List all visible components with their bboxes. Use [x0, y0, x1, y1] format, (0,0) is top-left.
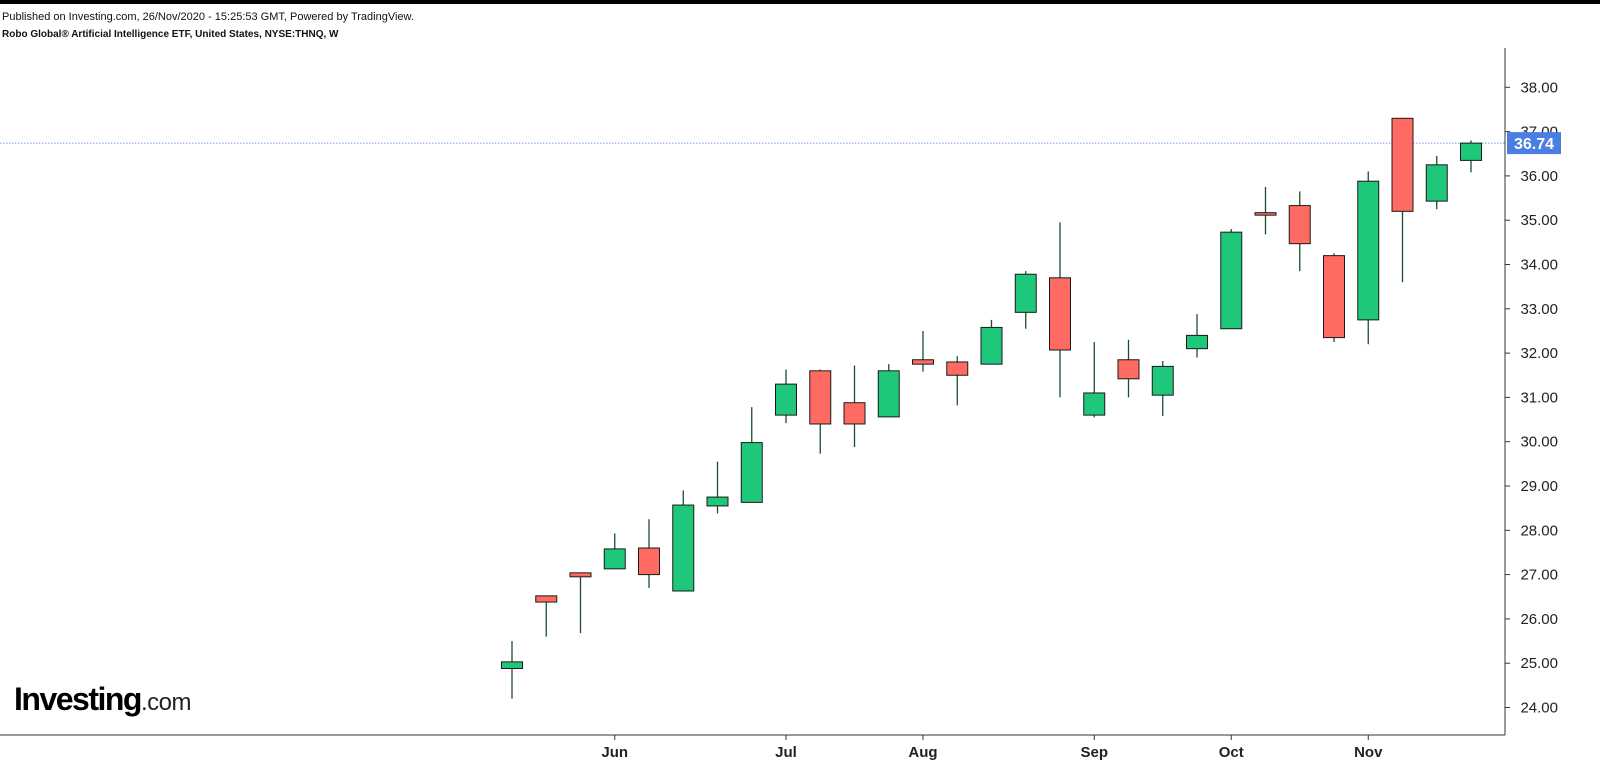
candle-body [1425, 164, 1448, 202]
candle-body [1014, 273, 1037, 313]
candle-body [1254, 212, 1277, 216]
candle-body [877, 370, 900, 418]
x-tick-label: Jun [601, 744, 628, 761]
y-tick-label: 25.00 [1520, 655, 1558, 672]
candle [980, 319, 1003, 365]
candle [535, 595, 558, 637]
y-tick-label: 31.00 [1520, 389, 1558, 406]
x-tick-label: Oct [1219, 744, 1244, 761]
candle-body [1357, 180, 1380, 321]
logo-brand: Investing [14, 681, 142, 717]
candle [1049, 222, 1071, 398]
y-tick-label: 38.00 [1520, 79, 1558, 96]
candle-body [809, 370, 832, 425]
candle [912, 330, 934, 372]
y-tick-label: 27.00 [1520, 567, 1558, 584]
candle [1323, 253, 1345, 343]
candle-body [740, 442, 763, 503]
y-tick-label: 36.00 [1520, 168, 1558, 185]
candle-body [1049, 277, 1071, 351]
candle [775, 369, 797, 424]
candle [1220, 229, 1243, 330]
candle [1151, 361, 1174, 417]
last-price-badge [1507, 132, 1561, 155]
candle [706, 461, 729, 514]
candle [946, 356, 969, 406]
y-tick-label: 30.00 [1520, 434, 1558, 451]
candle-body [843, 402, 866, 425]
candle-body [1186, 334, 1208, 350]
candle [1254, 186, 1277, 235]
candle-body [706, 496, 729, 507]
x-tick-label: Sep [1080, 744, 1108, 761]
candle [1014, 271, 1037, 329]
candle-body [1117, 359, 1140, 380]
candle-body [775, 383, 797, 416]
candle-body [980, 326, 1003, 365]
candle [877, 364, 900, 418]
candle [1391, 117, 1414, 283]
candle [1186, 314, 1208, 358]
last-price-label: 36.74 [1514, 136, 1554, 153]
candle [1083, 342, 1106, 418]
candle-body [1288, 205, 1311, 245]
candle-body [1391, 117, 1414, 212]
y-tick-label: 35.00 [1520, 212, 1558, 229]
y-tick-label: 24.00 [1520, 700, 1558, 717]
candle-body [946, 361, 969, 376]
x-tick-label: Nov [1354, 744, 1383, 761]
candle-body [1323, 255, 1345, 339]
candle [1460, 140, 1482, 173]
y-tick-label: 26.00 [1520, 611, 1558, 628]
y-tick-label: 29.00 [1520, 478, 1558, 495]
candle-body [638, 547, 660, 576]
investing-logo: Investing.com [14, 681, 191, 718]
candle [809, 369, 832, 454]
chart-title: Robo Global® Artificial Intelligence ETF… [2, 29, 339, 40]
candle [638, 519, 660, 588]
candle-body [603, 548, 626, 570]
x-tick-label: Jul [775, 744, 797, 761]
candle-body [501, 661, 523, 670]
candle [501, 641, 523, 699]
y-tick-label: 32.00 [1520, 345, 1558, 362]
top-border [0, 0, 1600, 4]
candle [1425, 155, 1448, 210]
y-tick-label: 33.00 [1520, 301, 1558, 318]
candle [843, 365, 866, 448]
x-tick-label: Aug [908, 744, 937, 761]
candle-body [1460, 142, 1482, 161]
candle-body [1083, 392, 1106, 416]
candle-body [535, 595, 558, 603]
published-caption: Published on Investing.com, 26/Nov/2020 … [2, 11, 414, 23]
candle [1357, 171, 1380, 345]
y-tick-label: 34.00 [1520, 257, 1558, 274]
candle [1117, 339, 1140, 398]
candle-body [912, 359, 934, 365]
candle-body [1220, 231, 1243, 330]
y-tick-label: 28.00 [1520, 522, 1558, 539]
candle-body [1151, 365, 1174, 396]
candle-body [672, 504, 695, 592]
candle [672, 490, 695, 592]
logo-domain: .com [140, 689, 192, 716]
candle [740, 407, 763, 503]
candle [1288, 191, 1311, 272]
candle [569, 572, 592, 634]
candle-body [569, 572, 592, 578]
candle [603, 533, 626, 570]
